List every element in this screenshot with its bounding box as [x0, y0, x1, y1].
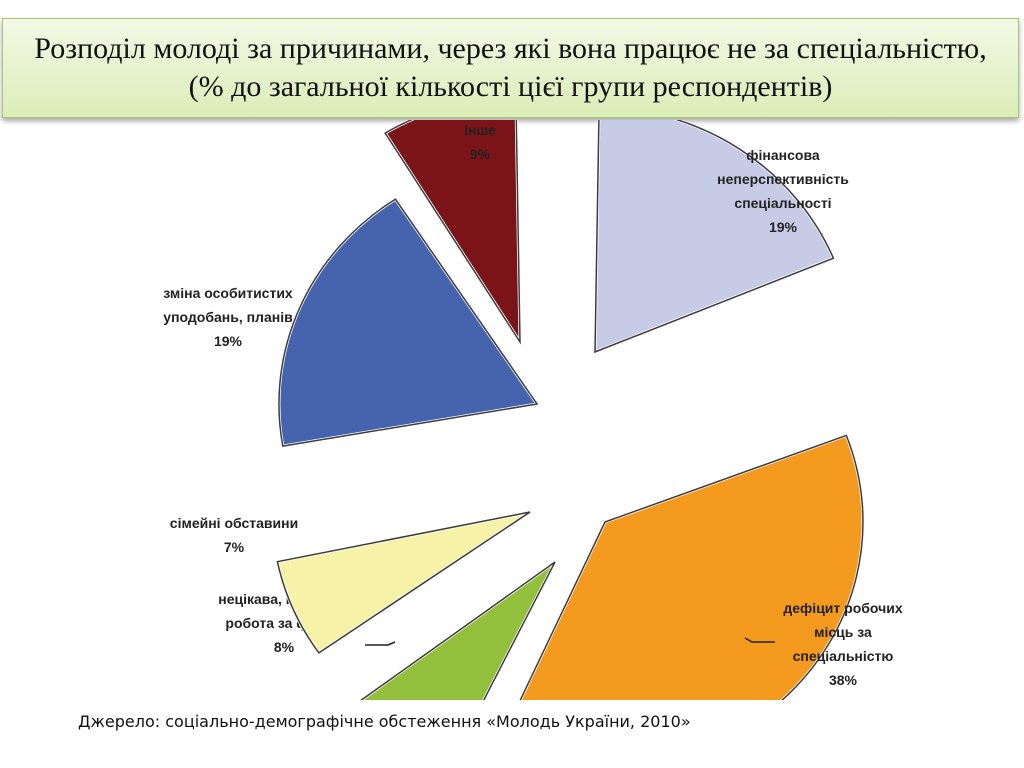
slice-value-label: 19% — [214, 333, 243, 349]
slice-label-line: уподобань, планів — [163, 309, 293, 325]
slice-value-label: 19% — [769, 219, 798, 235]
slice-value-label: 38% — [829, 672, 858, 688]
slice-label-line: інше — [464, 122, 496, 138]
leader-line-2 — [744, 637, 775, 643]
pie-slice-outline-6 — [384, 120, 521, 345]
title-banner: Розподіл молоді за причинами, через які … — [2, 18, 1019, 118]
pie-slice-outline-2 — [519, 434, 864, 700]
slice-label-line: місць за — [814, 624, 872, 640]
slice-label-4: сімейні обставини 7% — [170, 515, 298, 555]
pie-chart: фінансова неперспективність спеціальності 1… — [163, 120, 903, 700]
slice-label-line: неперспективність — [717, 171, 849, 187]
pie-slice-outline-4 — [276, 511, 531, 654]
slice-label-line: сімейні обставини — [170, 515, 298, 531]
source-note: Джерело: соціально-демографічне обстежен… — [78, 712, 691, 731]
slice-label-line: спеціальності — [734, 195, 831, 211]
slice-value-label: 7% — [224, 539, 245, 555]
pie-slice-outline-5 — [278, 198, 539, 447]
slice-label-line: зміна особитистих — [163, 285, 293, 301]
slice-label-1: фінансова неперспективність спеціальності 1… — [717, 147, 849, 235]
slice-value-label: 8% — [274, 639, 295, 655]
slice-label-line: фінансова — [746, 147, 820, 163]
pie-slice-outline-1 — [594, 120, 835, 354]
slice-label-6: інше 9% — [464, 122, 496, 162]
slice-label-2: дефіцит робочих місць за спеціальністю 38% — [783, 600, 902, 688]
slice-value-label: 9% — [470, 146, 491, 162]
slice-label-5: зміна особитистих уподобань, планів 19% — [163, 285, 293, 349]
chart-title: Розподіл молоді за причинами, через які … — [34, 32, 987, 103]
slice-label-line: спеціальністю — [793, 648, 894, 664]
slice-label-line: дефіцит робочих — [783, 600, 902, 616]
leader-line-3 — [365, 641, 396, 646]
